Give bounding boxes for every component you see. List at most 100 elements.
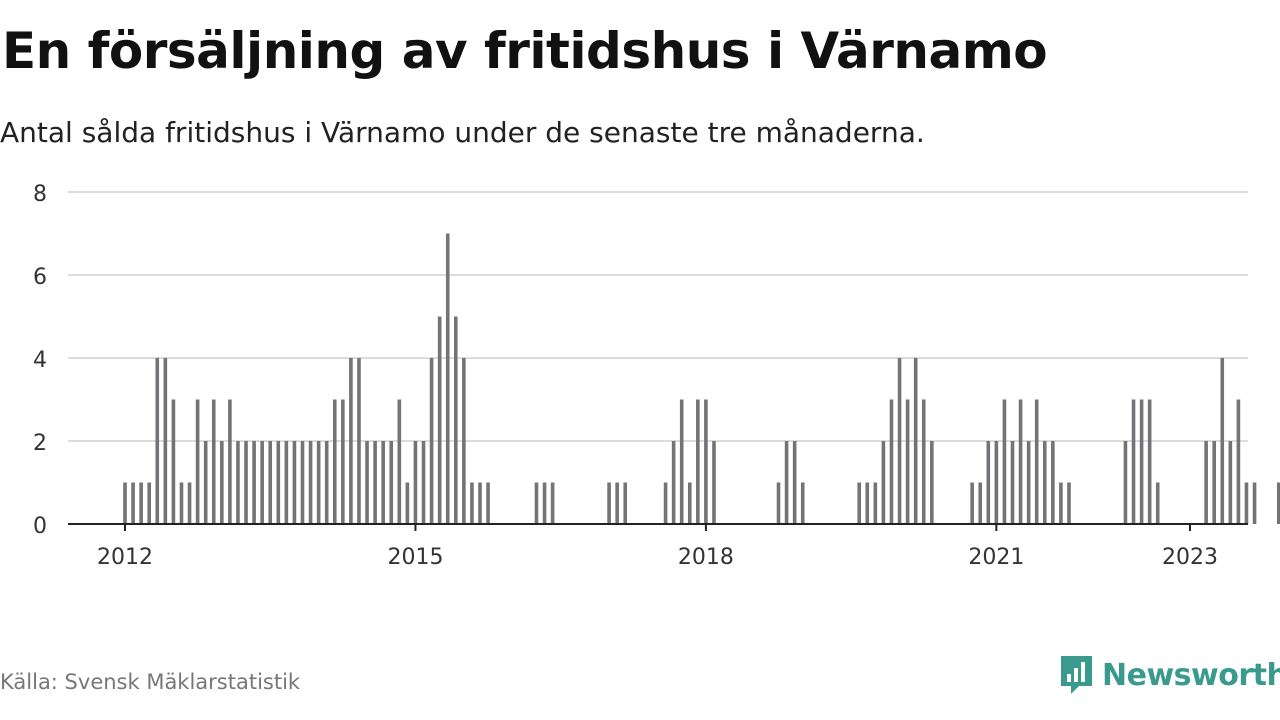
x-axis-ticks: 2012 2015 2018 2021 2023 [97,524,1218,570]
bar [429,358,434,524]
bar [784,441,789,524]
bar [1131,399,1136,524]
bar [1220,358,1225,524]
bar [1002,399,1007,524]
grid-lines [68,191,1248,442]
y-tick-label: 6 [33,265,47,290]
bar [308,441,313,524]
x-tick-label: 2021 [968,545,1024,570]
bar [970,482,974,524]
bar [203,441,208,524]
bar [357,358,361,524]
bar [550,482,555,524]
bar [478,482,482,524]
bar [704,399,708,524]
x-tick-label: 2023 [1162,545,1218,570]
bar [1010,441,1015,524]
newsworthy-logo-icon [1061,656,1092,694]
x-tick-label: 2012 [97,545,153,570]
x-tick-label: 2018 [678,545,734,570]
bar [139,482,143,524]
bar [349,358,353,524]
bar [881,441,886,524]
bar [1147,399,1152,524]
bar [671,441,676,524]
bar [260,441,264,524]
bar [1276,482,1280,524]
bar [236,441,240,524]
bar [171,399,176,524]
bar [1034,399,1039,524]
bar [292,441,297,524]
bars [123,233,1280,524]
bar [179,482,184,524]
bar [1155,482,1160,524]
y-tick-label: 8 [33,182,47,207]
bar [897,358,902,524]
bar [437,316,442,524]
bar [1123,441,1128,524]
bar [687,482,692,524]
bar [1139,399,1144,524]
bar [1026,441,1031,524]
bar [413,441,418,524]
bar [470,482,474,524]
bar [1236,399,1241,524]
bar [1244,482,1249,524]
bar [220,441,224,524]
bar [800,482,805,524]
bar [324,441,329,524]
bar [696,399,700,524]
bar [244,441,248,524]
bar [615,482,619,524]
bar [712,441,716,524]
bar [663,482,668,524]
y-tick-label: 2 [33,431,47,456]
source-note: Källa: Svensk Mäklarstatistik [0,670,301,694]
bar [131,482,135,524]
bar [268,441,273,524]
bar [873,482,878,524]
bar [228,399,232,524]
bar [397,399,402,524]
bar [123,482,127,524]
bar [300,441,305,524]
bar [994,441,999,524]
brand-name: Newsworthy [1102,657,1280,693]
bar [1018,399,1023,524]
chart-subtitle: Antal sålda fritidshus i Värnamo under d… [0,116,925,149]
bar [857,482,861,524]
bar [316,441,321,524]
bar [389,441,394,524]
bar [1252,482,1257,524]
bar [445,233,450,524]
bar [776,482,781,524]
bar [1042,441,1047,524]
x-tick-label: 2015 [387,545,443,570]
bar [195,399,200,524]
bar [1067,482,1071,524]
bar [332,399,337,524]
bar [623,482,628,524]
bar [284,441,289,524]
bar [978,482,983,524]
bar [486,482,490,524]
bar [986,441,991,524]
bar [1059,482,1063,524]
bar [462,358,466,524]
bar [454,316,458,524]
bar [1212,441,1216,524]
bar [341,399,345,524]
bar [607,482,611,524]
bar [1051,441,1055,524]
bar [1204,441,1208,524]
y-tick-label: 4 [33,348,47,373]
chart-title: En försäljning av fritidshus i Värnamo [2,22,1048,80]
bar [211,399,216,524]
bar [542,482,547,524]
bar [930,441,934,524]
bar [905,399,910,524]
bar [276,441,281,524]
bar [373,441,377,524]
